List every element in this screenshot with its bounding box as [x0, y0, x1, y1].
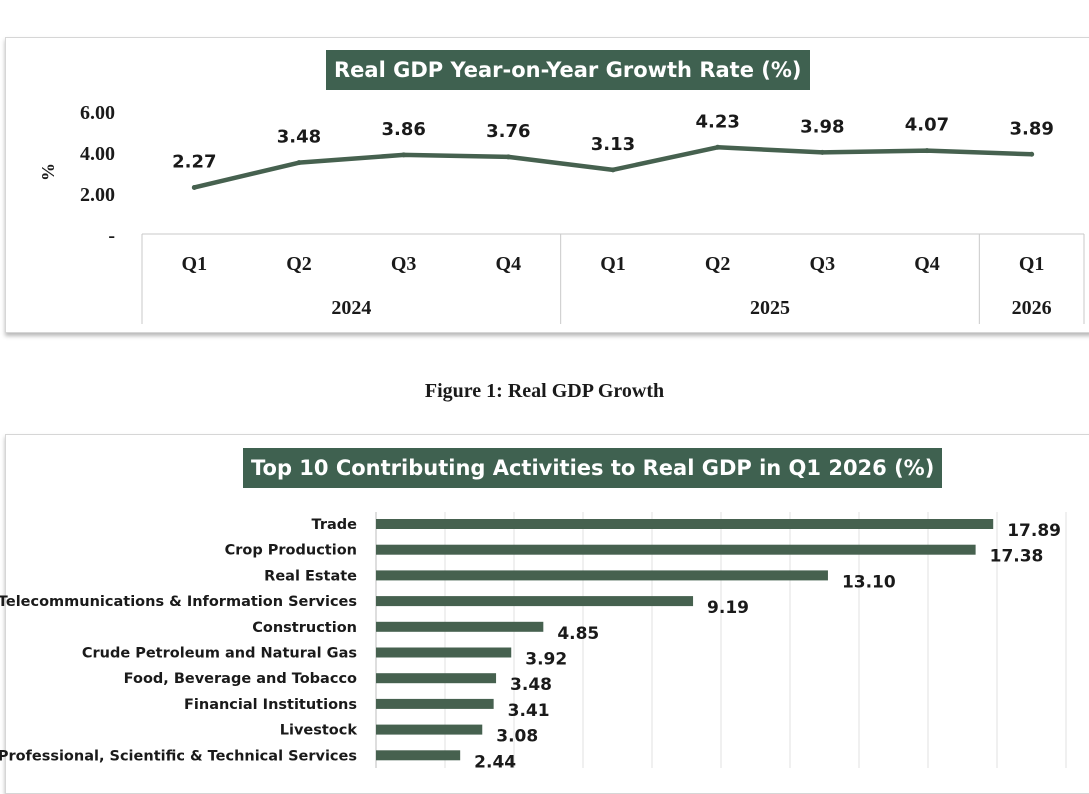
data-label: 4.23 [695, 111, 739, 132]
figure-caption: Figure 1: Real GDP Growth [424, 380, 665, 402]
data-point [1029, 151, 1035, 157]
bar [376, 750, 461, 761]
x-tick-label: Q1 [600, 253, 626, 275]
y-tick-label: - [108, 225, 115, 247]
x-tick-label: Q4 [914, 253, 940, 275]
data-point [610, 167, 616, 173]
data-label: 13.10 [842, 572, 896, 592]
category-label: Professional, Scientific & Technical Ser… [0, 748, 357, 764]
data-label: 2.27 [172, 151, 216, 172]
x-tick-label: Q3 [391, 253, 417, 275]
gdp-growth-line-chart: 6.00 4.00 2.00 -% Q1 Q2 Q3 Q4 Q1 Q2 Q3 Q4 Q1 2024 2025… [38, 102, 1085, 324]
top-activities-chart-title: Top 10 Contributing Activities to Real G… [243, 448, 943, 488]
top-activities-bar-chart: Trade 17.89 Crop Production 17.38 Real Estat… [0, 512, 1067, 772]
data-label: 3.48 [510, 675, 552, 695]
x-group-label: 2026 [1012, 297, 1052, 319]
x-tick-label: Q2 [286, 253, 312, 275]
bar [376, 673, 497, 684]
x-group-label: 2025 [750, 297, 790, 319]
gdp-growth-chart-panel: Real GDP Year-on-Year Growth Rate (%) 6.… [5, 37, 1089, 333]
category-label: Financial Institutions [184, 697, 357, 713]
x-group-label: 2024 [331, 297, 371, 319]
category-label: Trade [312, 517, 358, 533]
data-label: 3.48 [277, 127, 321, 148]
data-label: 3.08 [496, 727, 538, 747]
data-label: 4.85 [557, 624, 599, 644]
x-tick-label: Q1 [182, 253, 208, 275]
x-tick-label: Q1 [1019, 253, 1045, 275]
data-label: 3.89 [1009, 118, 1053, 139]
bar [376, 647, 512, 658]
data-point [819, 149, 825, 155]
category-label: Crop Production [225, 543, 357, 559]
category-label: Construction [252, 620, 357, 636]
category-label: Crude Petroleum and Natural Gas [82, 646, 357, 662]
y-tick-label: 6.00 [80, 102, 115, 124]
data-label: 4.07 [905, 115, 949, 136]
data-point [715, 144, 721, 150]
data-label: 3.92 [525, 650, 567, 670]
y-axis-label: % [38, 163, 58, 181]
data-point [505, 154, 511, 160]
bar [376, 519, 994, 529]
category-label: Food, Beverage and Tobacco [124, 671, 357, 687]
data-label: 3.41 [508, 701, 550, 721]
bar [376, 596, 694, 607]
x-tick-label: Q4 [496, 253, 522, 275]
data-label: 9.19 [707, 598, 749, 618]
data-label: 3.76 [486, 121, 530, 142]
data-label: 3.86 [381, 119, 425, 140]
bar [376, 724, 483, 735]
category-label: Real Estate [264, 568, 357, 584]
data-label: 17.89 [1007, 521, 1061, 541]
data-point [924, 148, 930, 154]
data-label: 2.44 [474, 752, 516, 772]
bar [376, 544, 976, 555]
bar [376, 698, 494, 709]
top-activities-chart-panel: Top 10 Contributing Activities to Real G… [0, 434, 1089, 794]
gdp-growth-chart-title: Real GDP Year-on-Year Growth Rate (%) [326, 50, 810, 90]
data-point [296, 160, 302, 166]
bar [376, 621, 544, 632]
data-label: 17.38 [990, 547, 1044, 567]
bar [376, 570, 828, 581]
data-label: 3.13 [591, 134, 635, 155]
x-tick-label: Q3 [810, 253, 836, 275]
data-label: 3.98 [800, 116, 844, 137]
y-tick-label: 4.00 [80, 143, 115, 165]
y-tick-label: 2.00 [80, 184, 115, 206]
data-point [191, 184, 197, 190]
category-label: Telecommunications & Information Service… [0, 594, 357, 610]
category-label: Livestock [280, 723, 358, 739]
x-tick-label: Q2 [705, 253, 731, 275]
data-point [401, 152, 407, 158]
